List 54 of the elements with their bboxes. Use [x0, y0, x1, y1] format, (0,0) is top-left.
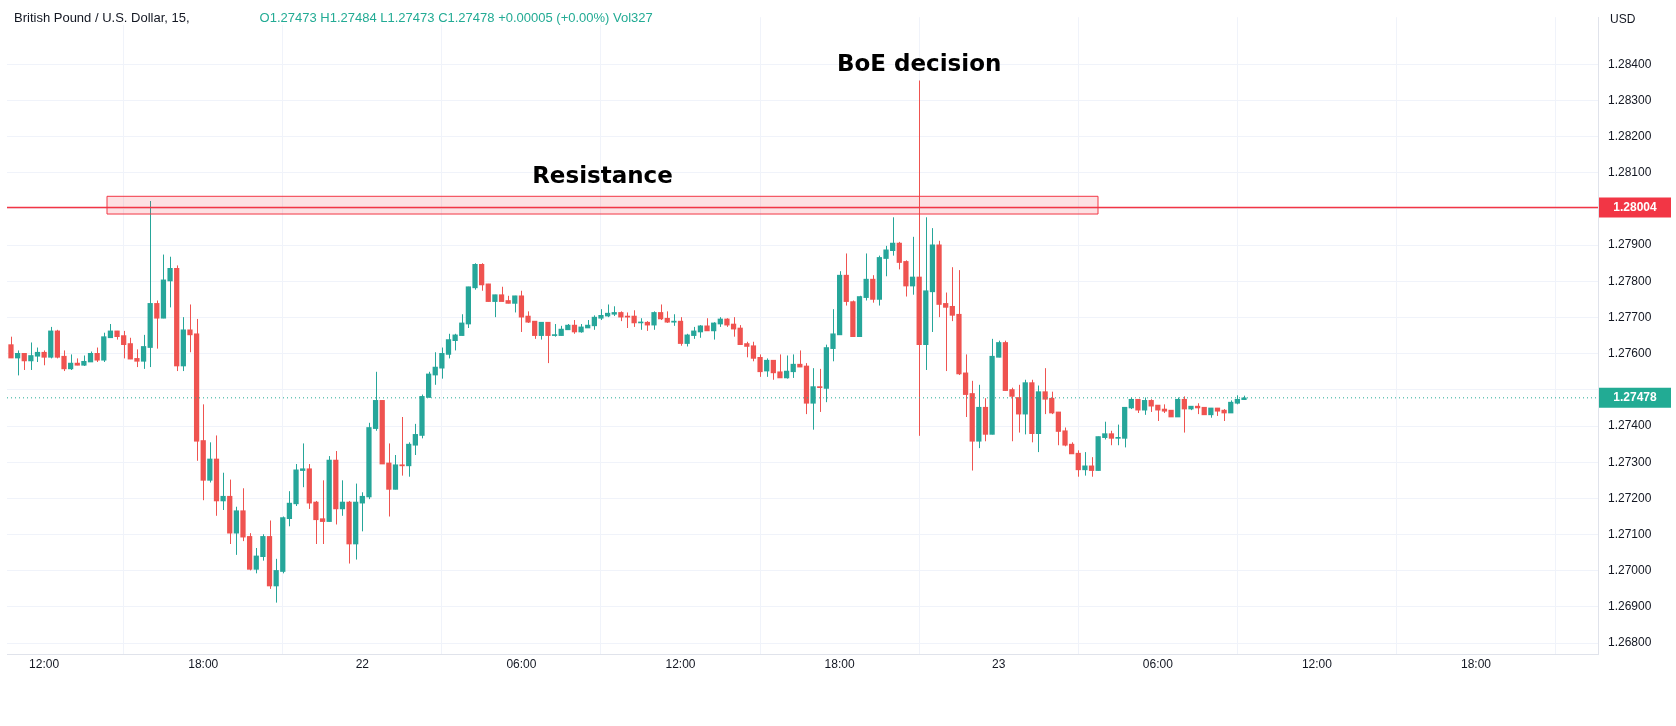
candlestick	[140, 334, 147, 370]
candlestick	[207, 441, 213, 483]
candlestick	[492, 294, 498, 318]
candlestick	[863, 252, 869, 301]
y-tick-label: 1.26900	[1608, 599, 1652, 614]
x-tick-label: 23	[992, 656, 1006, 671]
y-tick-label: 1.27700	[1608, 309, 1652, 324]
x-tick-label: 12:00	[665, 656, 696, 671]
candlestick	[154, 300, 160, 350]
candlestick	[1181, 395, 1187, 434]
x-tick-label: 12:00	[29, 656, 60, 671]
x-tick-label: 22	[355, 656, 370, 671]
y-tick-label: 1.27300	[1608, 454, 1652, 469]
chart-title: British Pound / U.S. Dollar, 15,	[14, 10, 190, 25]
candlestick	[545, 321, 551, 364]
y-tick-label: 1.27200	[1608, 490, 1652, 505]
y-tick-label: 1.28200	[1608, 128, 1652, 143]
y-tick-label: 1.28400	[1608, 56, 1652, 71]
chart-subtitle: O1.27473 H1.27484 L1.27473 C1.27478 +0.00005 (+0.00%) Vol327	[259, 10, 653, 25]
candlestick	[406, 441, 412, 478]
candlestick	[651, 310, 657, 331]
candlestick	[677, 316, 684, 347]
candlestick	[870, 274, 876, 304]
annotation: BoE decision	[836, 49, 1002, 76]
candlestick	[1015, 384, 1022, 434]
y-tick-label: 1.27800	[1608, 273, 1652, 288]
x-tick-label: 18:00	[1461, 656, 1492, 671]
candlestick	[1075, 449, 1081, 478]
y-tick-label: 1.27600	[1608, 346, 1652, 360]
y-tick-label: 1.26800	[1608, 635, 1652, 650]
candlestick	[28, 341, 34, 371]
y-tick-label: 1.27900	[1608, 237, 1652, 252]
band-label: Resistance	[532, 161, 673, 188]
y-tick-label: 1.27000	[1608, 563, 1652, 578]
x-tick-label: 06:00	[1142, 656, 1174, 671]
x-tick-label: 06:00	[506, 656, 537, 671]
y-tick-label: 1.27400	[1608, 418, 1652, 433]
ref-line-label: 1.27478	[1613, 390, 1658, 405]
candlestick	[1082, 451, 1088, 477]
ref-line-label: 1.28004	[1613, 199, 1658, 214]
candlestick	[479, 262, 485, 292]
x-tick-label: 12:00	[1301, 656, 1333, 671]
y-tick-label: 1.28100	[1608, 165, 1652, 180]
x-tick-label: 18:00	[824, 656, 855, 671]
candlestick	[220, 472, 226, 511]
x-tick-label: 18:00	[188, 656, 219, 671]
y-tick-label: 1.28300	[1608, 92, 1652, 107]
y-axis-title: USD	[1610, 12, 1636, 27]
candlestick	[764, 357, 770, 378]
candlestick	[817, 368, 823, 413]
y-tick-label: 1.27100	[1608, 526, 1652, 541]
candlestick	[790, 353, 796, 379]
candlestick	[233, 506, 239, 556]
candlestick	[399, 416, 405, 477]
